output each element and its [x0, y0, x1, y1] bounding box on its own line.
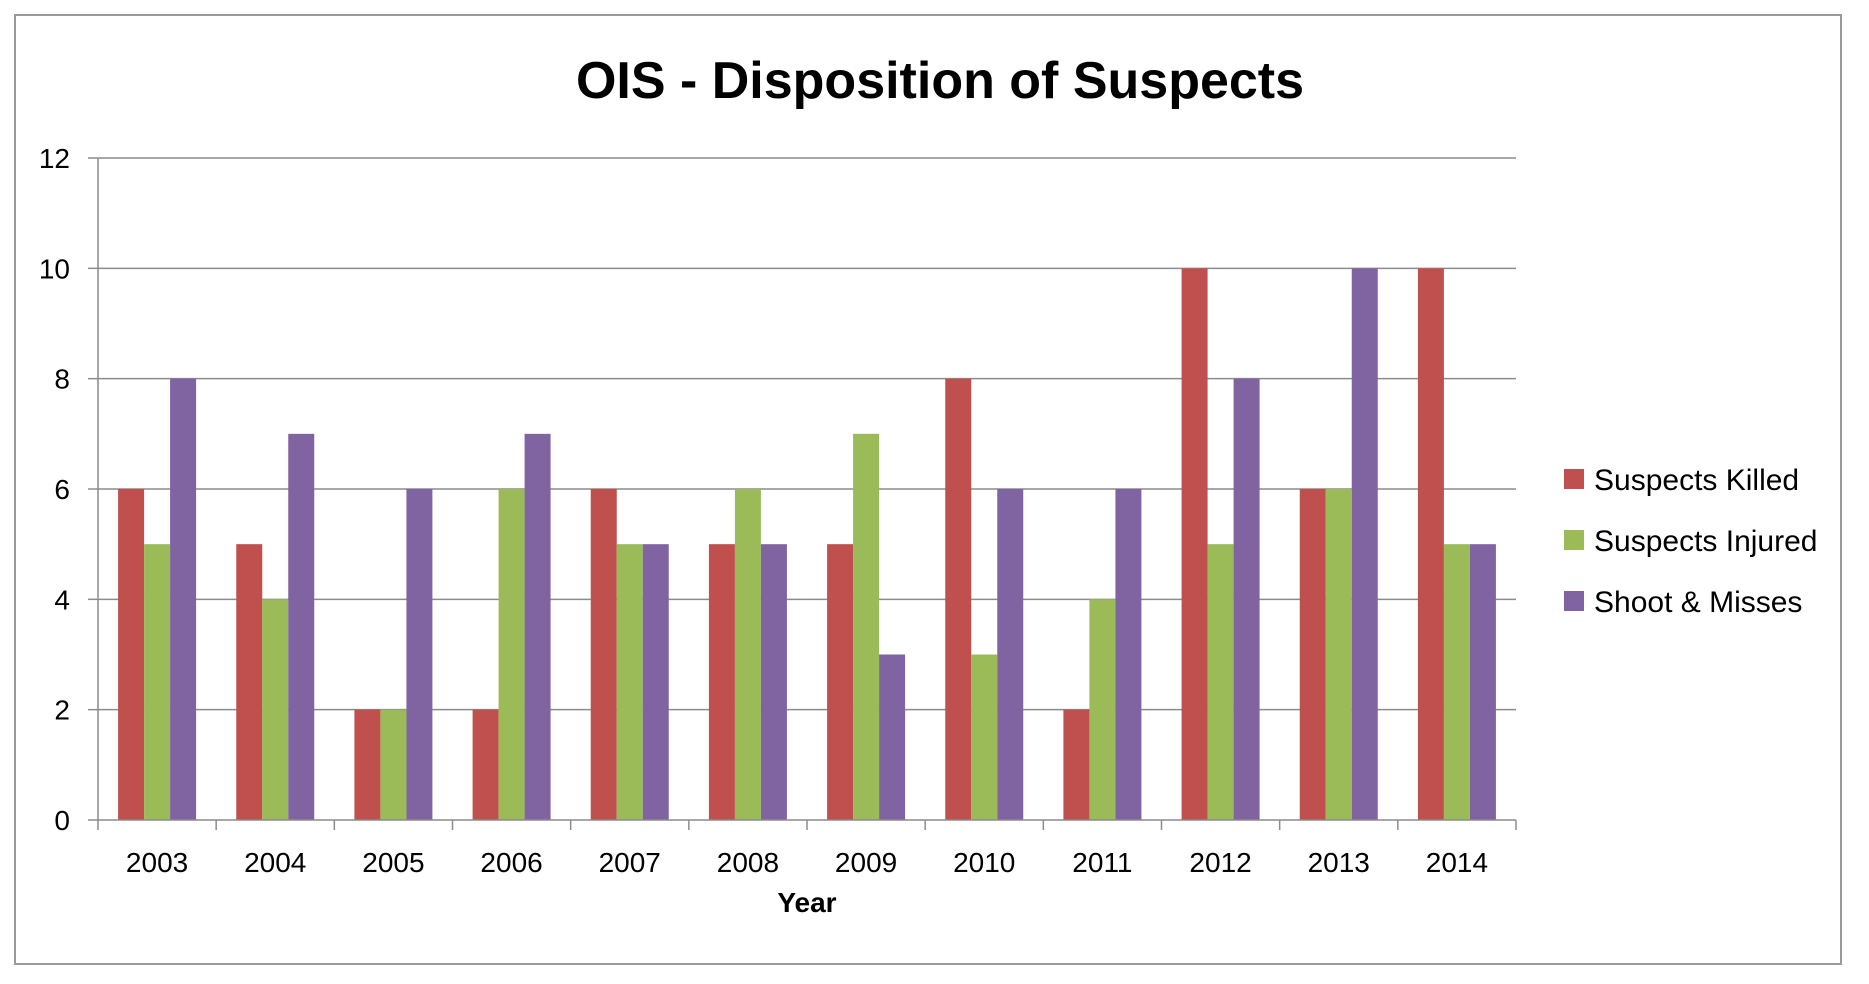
x-axis-title: Year [777, 887, 836, 918]
x-tick-label-2013: 2013 [1308, 847, 1370, 878]
legend-swatch-suspects-injured [1564, 530, 1584, 550]
bar-suspects-killed-2008 [708, 544, 735, 820]
bar-shoot-misses-2012 [1233, 378, 1260, 820]
bar-suspects-injured-2012 [1207, 544, 1234, 820]
bar-shoot-misses-2009 [879, 654, 906, 820]
y-tick-label-10: 10 [39, 253, 70, 284]
bar-chart: OIS - Disposition of Suspects 024681012 … [39, 52, 1818, 918]
y-tick-label-6: 6 [54, 474, 70, 505]
bar-shoot-misses-2008 [760, 544, 787, 820]
bar-suspects-injured-2010 [971, 654, 998, 820]
bar-suspects-killed-2012 [1181, 268, 1208, 820]
x-tick-label-2012: 2012 [1189, 847, 1251, 878]
y-tick-label-2: 2 [54, 695, 70, 726]
x-tick-label-2009: 2009 [835, 847, 897, 878]
x-tick-label-2007: 2007 [599, 847, 661, 878]
bar-suspects-injured-2009 [853, 433, 880, 820]
legend-label-suspects-injured: Suspects Injured [1594, 525, 1817, 558]
bar-suspects-injured-2013 [1325, 489, 1352, 820]
legend-label-shoot-misses: Shoot & Misses [1594, 586, 1802, 619]
y-tick-label-0: 0 [54, 805, 70, 836]
bar-suspects-killed-2010 [945, 378, 972, 820]
bar-shoot-misses-2006 [524, 433, 551, 820]
bar-suspects-killed-2007 [590, 489, 617, 820]
x-tick-label-2011: 2011 [1072, 847, 1132, 878]
y-tick-label-8: 8 [54, 364, 70, 395]
x-tick-label-2014: 2014 [1426, 847, 1488, 878]
bar-suspects-killed-2013 [1299, 489, 1326, 820]
bar-suspects-killed-2005 [354, 709, 381, 820]
gridlines [98, 157, 1516, 711]
y-tick-label-4: 4 [54, 584, 70, 615]
y-axis-ticks: 0 2 4 6 8 10 12 [39, 143, 98, 836]
bar-suspects-injured-2008 [734, 489, 761, 820]
bar-suspects-killed-2009 [827, 544, 854, 820]
bar-suspects-killed-2011 [1063, 709, 1090, 820]
chart-title: OIS - Disposition of Suspects [576, 52, 1304, 110]
bar-shoot-misses-2014 [1469, 544, 1496, 820]
bar-shoot-misses-2007 [642, 544, 669, 820]
bar-shoot-misses-2010 [997, 489, 1024, 820]
bar-suspects-injured-2007 [616, 544, 643, 820]
legend-label-suspects-killed: Suspects Killed [1594, 464, 1799, 497]
x-tick-label-2010: 2010 [953, 847, 1015, 878]
bar-suspects-killed-2014 [1417, 268, 1444, 820]
x-tick-label-2004: 2004 [244, 847, 306, 878]
x-tick-label-2003: 2003 [126, 847, 188, 878]
bar-shoot-misses-2011 [1115, 489, 1142, 820]
bar-shoot-misses-2004 [288, 433, 315, 820]
bar-shoot-misses-2003 [170, 378, 197, 820]
bar-suspects-injured-2003 [144, 544, 171, 820]
x-tick-label-2005: 2005 [362, 847, 424, 878]
y-tick-label-12: 12 [39, 143, 70, 174]
bar-suspects-killed-2003 [118, 489, 145, 820]
bars [118, 268, 1496, 820]
bar-suspects-injured-2014 [1443, 544, 1470, 820]
bar-shoot-misses-2005 [406, 489, 433, 820]
bar-suspects-injured-2011 [1089, 599, 1116, 820]
bar-shoot-misses-2013 [1351, 268, 1378, 820]
bar-suspects-killed-2006 [472, 709, 499, 820]
bar-suspects-killed-2004 [236, 544, 263, 820]
bar-suspects-injured-2005 [380, 709, 407, 820]
legend: Suspects Killed Suspects Injured Shoot & M… [1564, 464, 1817, 619]
chart-frame: OIS - Disposition of Suspects 0 2 4 6 8 10 12 … [14, 14, 1842, 965]
legend-swatch-shoot-misses [1564, 591, 1584, 611]
x-tick-label-2008: 2008 [717, 847, 779, 878]
x-axis-ticks: 2003 2004 2005 2006 2007 2008 2009 2010 2011 2012… [97, 820, 1517, 878]
bar-suspects-injured-2004 [262, 599, 289, 820]
x-tick-label-2006: 2006 [480, 847, 542, 878]
legend-swatch-suspects-killed [1564, 469, 1584, 489]
bar-suspects-injured-2006 [498, 489, 525, 820]
